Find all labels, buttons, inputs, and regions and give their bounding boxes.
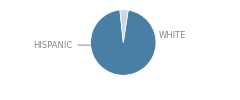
Text: HISPANIC: HISPANIC (33, 41, 90, 50)
Text: WHITE: WHITE (151, 31, 186, 40)
Wedge shape (90, 10, 156, 75)
Wedge shape (120, 10, 128, 42)
